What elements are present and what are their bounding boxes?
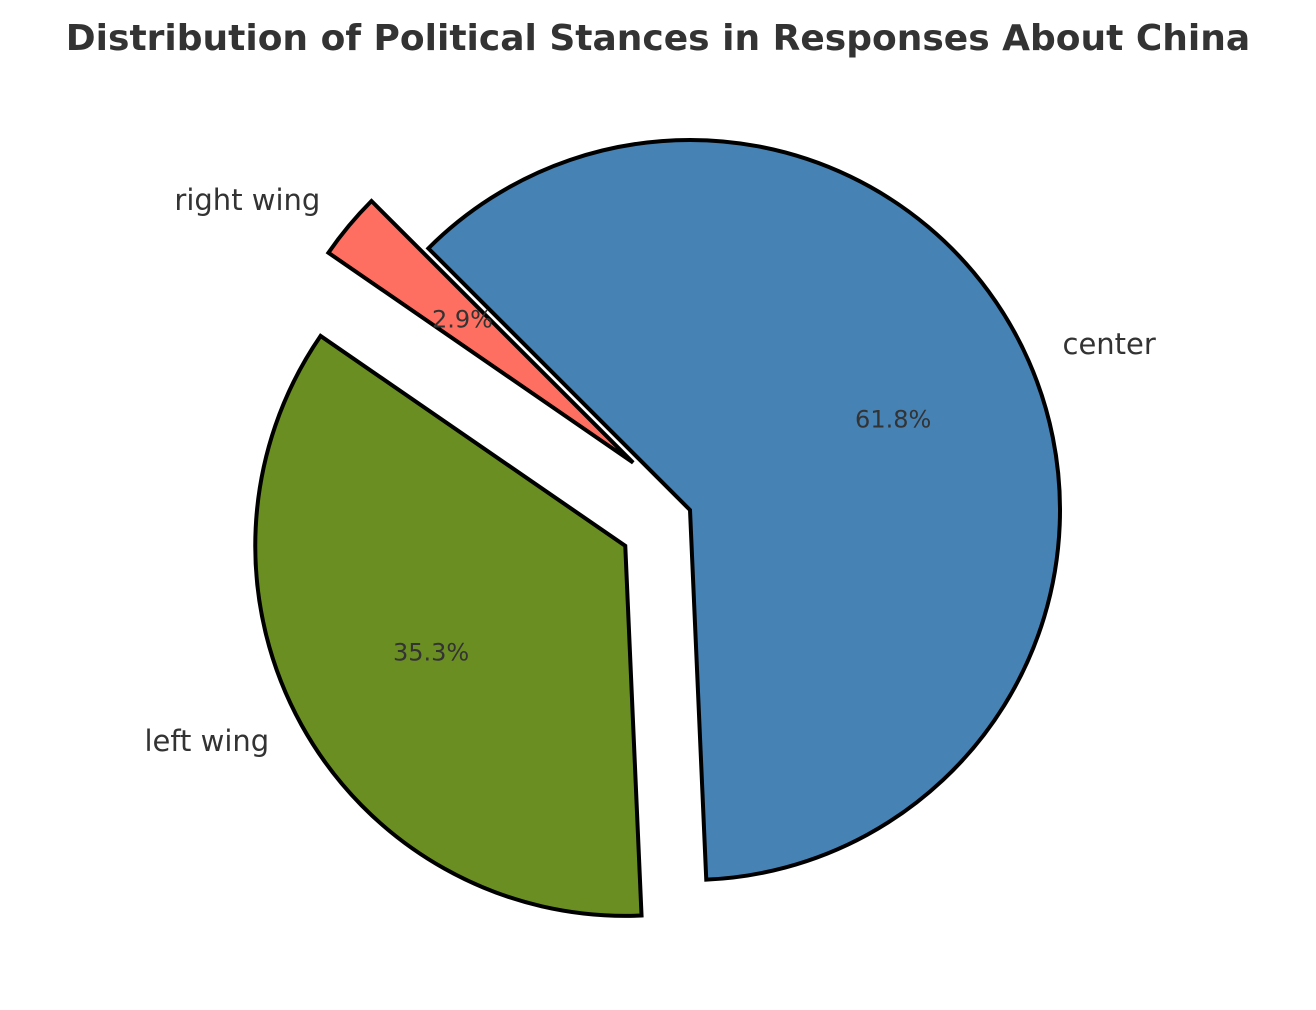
slice-percent-center: 61.8%: [855, 406, 931, 434]
slice-label-left-wing: left wing: [144, 724, 269, 758]
pie-slice-left-wing: [253, 333, 644, 918]
chart-title: Distribution of Political Stances in Res…: [66, 18, 1250, 59]
pie-labels: center 61.8% left wing 35.3% right wing 2.9%: [144, 183, 1155, 758]
slice-percent-left-wing: 35.3%: [393, 638, 469, 666]
slice-label-right-wing: right wing: [174, 183, 320, 217]
pie-slice-center: [425, 138, 1062, 882]
pie-slices: [253, 138, 1062, 918]
slice-percent-right-wing: 2.9%: [432, 306, 493, 334]
pie-slice-right-wing: [325, 198, 635, 465]
slice-label-center: center: [1063, 327, 1156, 361]
